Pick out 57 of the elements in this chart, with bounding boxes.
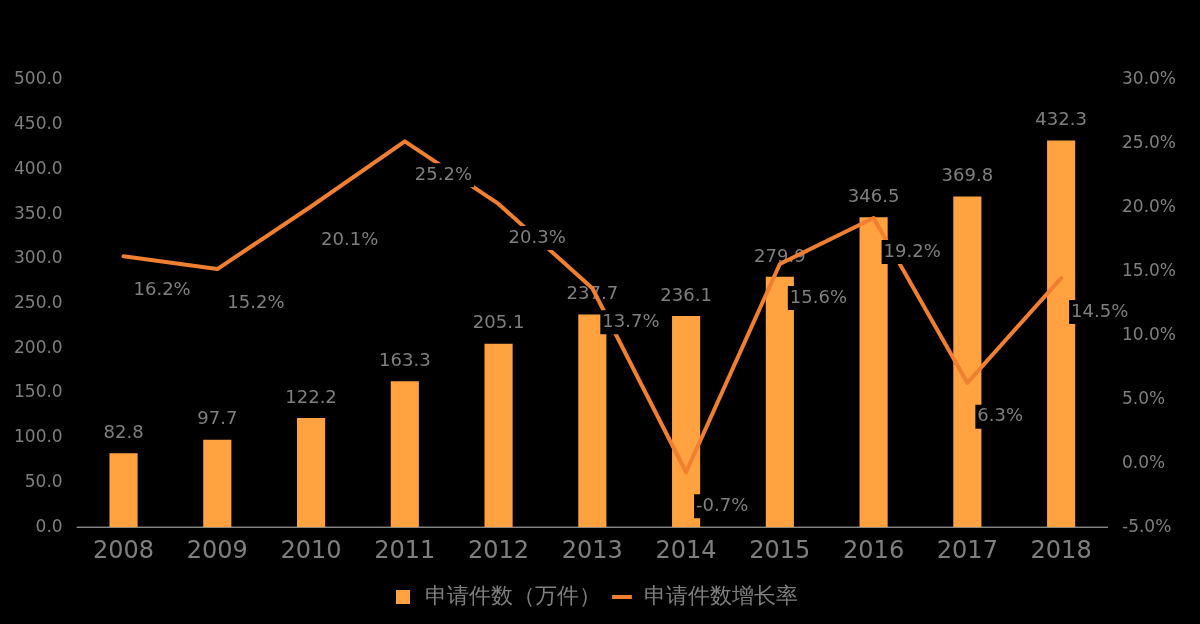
data-label: 19.2% bbox=[883, 239, 941, 261]
data-label: 205.1 bbox=[472, 311, 525, 333]
data-label: 369.8 bbox=[941, 164, 994, 186]
x-tick-label: 2014 bbox=[655, 535, 717, 564]
y-tick-label: 250.0 bbox=[14, 292, 63, 313]
data-label: 432.3 bbox=[1035, 108, 1087, 130]
bar bbox=[484, 343, 513, 528]
x-tick-label: 2017 bbox=[936, 535, 998, 564]
y2-tick-label: 25.0% bbox=[1122, 132, 1177, 153]
y2-tick-label: 10.0% bbox=[1122, 323, 1177, 344]
y2-tick-label: 15.0% bbox=[1122, 260, 1177, 281]
legend-label: 申请件数（万件） bbox=[425, 582, 601, 608]
data-label: -0.7% bbox=[696, 493, 749, 515]
y-tick-label: 400.0 bbox=[14, 157, 63, 178]
bar bbox=[203, 439, 232, 528]
legend-label: 申请件数增长率 bbox=[644, 582, 798, 608]
x-tick-label: 2011 bbox=[374, 535, 436, 564]
y-tick-label: 200.0 bbox=[14, 336, 63, 357]
bar bbox=[390, 381, 419, 528]
y2-tick-label: 30.0% bbox=[1122, 68, 1177, 89]
data-label: 15.6% bbox=[789, 285, 848, 307]
data-label: 13.7% bbox=[602, 309, 660, 331]
y-tick-label: 100.0 bbox=[14, 426, 63, 447]
data-label: 14.5% bbox=[1071, 299, 1129, 321]
data-label: 6.3% bbox=[977, 404, 1024, 426]
bar bbox=[297, 417, 326, 528]
bar bbox=[109, 453, 138, 528]
x-tick-label: 2008 bbox=[93, 535, 155, 564]
data-label: 82.8 bbox=[103, 420, 144, 442]
y-tick-label: 300.0 bbox=[14, 247, 63, 268]
data-label: 163.3 bbox=[379, 348, 431, 370]
data-label: 122.2 bbox=[285, 385, 337, 407]
y-tick-label: 450.0 bbox=[14, 113, 63, 134]
y-tick-label: 50.0 bbox=[24, 470, 63, 491]
y2-tick-label: 0.0% bbox=[1122, 451, 1166, 472]
data-label: 25.2% bbox=[414, 163, 472, 184]
x-tick-label: 2010 bbox=[280, 535, 342, 564]
data-label: 20.1% bbox=[321, 228, 379, 250]
x-tick-label: 2016 bbox=[843, 535, 905, 564]
data-label: 20.3% bbox=[508, 225, 566, 247]
y-tick-label: 500.0 bbox=[14, 68, 63, 89]
y2-tick-label: 20.0% bbox=[1122, 196, 1177, 217]
data-label: 236.1 bbox=[660, 283, 712, 305]
x-tick-label: 2015 bbox=[749, 535, 811, 564]
data-label: 15.2% bbox=[227, 290, 285, 312]
x-tick-label: 2018 bbox=[1030, 535, 1092, 564]
data-label: 16.2% bbox=[133, 278, 191, 299]
y2-tick-label: 5.0% bbox=[1122, 387, 1166, 408]
x-tick-label: 2013 bbox=[561, 535, 623, 564]
data-label: 97.7 bbox=[197, 407, 238, 429]
y2-tick-label: -5.0% bbox=[1122, 515, 1172, 536]
y-tick-label: 0.0 bbox=[35, 515, 63, 536]
x-tick-label: 2009 bbox=[186, 535, 248, 564]
data-label: 346.5 bbox=[847, 184, 900, 206]
y-tick-label: 150.0 bbox=[14, 381, 63, 402]
y-tick-label: 350.0 bbox=[14, 202, 63, 223]
x-tick-label: 2012 bbox=[468, 535, 530, 564]
